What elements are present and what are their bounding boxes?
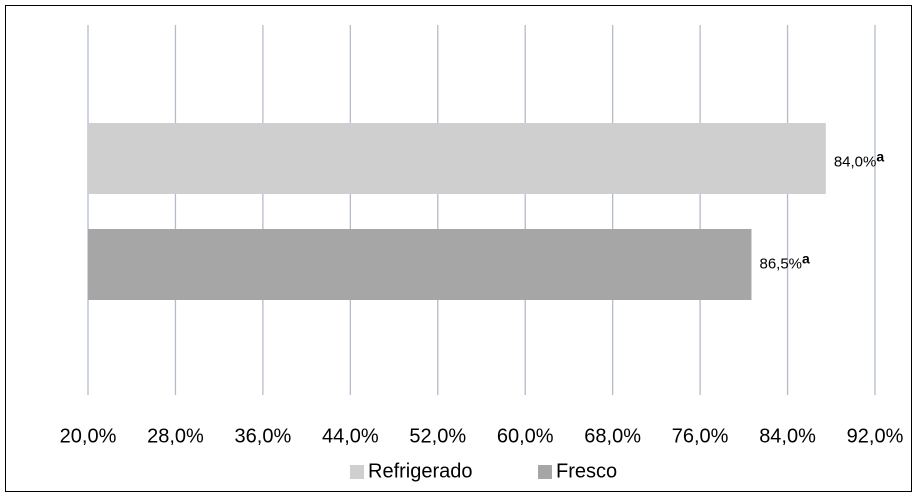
x-tick-label: 84,0% [759, 425, 816, 447]
data-label-superscript: a [802, 250, 810, 266]
x-tick-label: 36,0% [235, 425, 292, 447]
bar [88, 229, 752, 300]
x-tick-label: 28,0% [147, 425, 204, 447]
x-tick-label: 60,0% [497, 425, 554, 447]
legend-label: Fresco [556, 460, 617, 482]
legend-swatch [538, 465, 552, 479]
x-tick-label: 20,0% [60, 425, 117, 447]
x-tick-label: 44,0% [322, 425, 379, 447]
x-tick-label: 76,0% [672, 425, 729, 447]
bar [88, 123, 826, 194]
x-tick-label: 68,0% [584, 425, 641, 447]
data-label: 86,5%a [759, 250, 810, 272]
data-label: 84,0%a [834, 148, 885, 170]
x-tick-label: 52,0% [409, 425, 466, 447]
legend-swatch [350, 465, 364, 479]
legend-label: Refrigerado [368, 460, 473, 482]
data-label-text: 86,5% [759, 255, 802, 272]
data-label-text: 84,0% [834, 153, 877, 170]
x-tick-label: 92,0% [847, 425, 904, 447]
data-label-superscript: a [876, 148, 884, 164]
